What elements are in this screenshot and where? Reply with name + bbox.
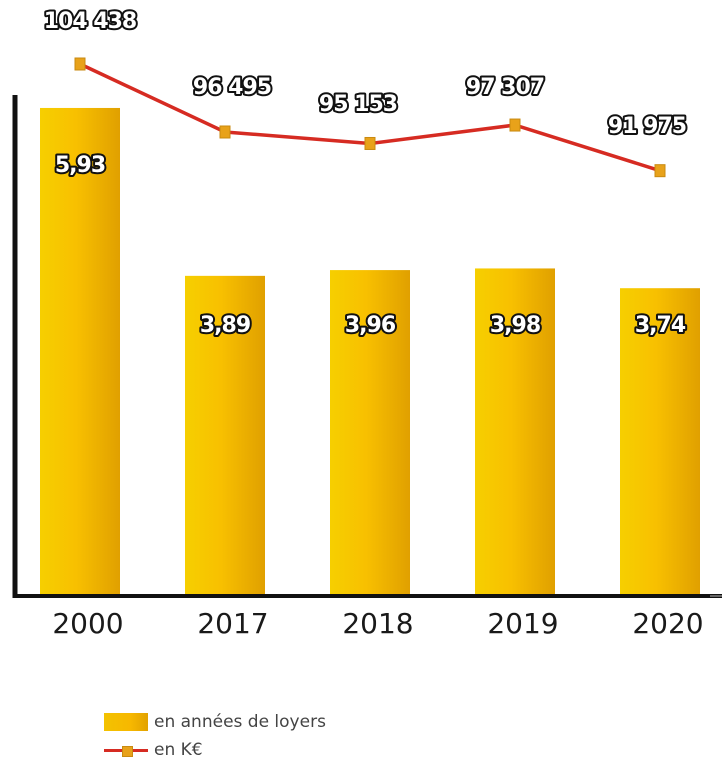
bar-2018 [330, 270, 410, 596]
legend-bar-swatch [104, 713, 148, 731]
bar-2019 [475, 268, 555, 596]
bar-2017 [185, 275, 265, 596]
bar-data-label: 3,89 [200, 313, 250, 338]
line-data-label: 91 975 [608, 114, 686, 139]
bars-layer [40, 107, 700, 596]
legend-line-swatch [104, 741, 148, 759]
bar-2000 [40, 107, 120, 596]
bar-data-label: 3,98 [490, 313, 540, 338]
line-marker-2019 [509, 118, 521, 132]
line-data-label: 97 307 [466, 75, 544, 100]
legend-item-bar: en années de loyers [104, 708, 326, 736]
legend-item-line: en K€ [104, 736, 326, 764]
line-data-label: 95 153 [319, 92, 397, 117]
line-marker-2020 [654, 164, 666, 178]
bar-data-label: 3,74 [635, 313, 686, 338]
line-marker-2017 [219, 125, 231, 139]
line-layer [74, 57, 666, 178]
x-tick-label: 2018 [342, 607, 413, 640]
x-tick-label: 2017 [197, 607, 268, 640]
legend-bar-label: en années de loyers [154, 712, 326, 732]
line-marker-2018 [364, 136, 376, 150]
x-tick-label: 2019 [487, 607, 558, 640]
legend-line-label: en K€ [154, 740, 203, 760]
bar-data-label: 3,96 [345, 313, 396, 338]
line-series [79, 62, 661, 173]
axes-layer: 2000 2017 2018 2019 2020 [12, 95, 722, 640]
bar-data-label: 5,93 [55, 153, 105, 178]
bar-2020 [620, 288, 700, 596]
line-marker-2000 [74, 57, 86, 71]
x-tick-label: 2000 [52, 607, 123, 640]
legend: en années de loyers en K€ [104, 708, 326, 764]
line-data-label: 96 495 [193, 75, 271, 100]
line-data-label: 104 438 [44, 9, 137, 34]
x-tick-label: 2020 [632, 607, 703, 640]
labels-layer: 104 438 96 495 95 153 97 307 91 975 5,93 3,89 3… [42, 7, 689, 340]
